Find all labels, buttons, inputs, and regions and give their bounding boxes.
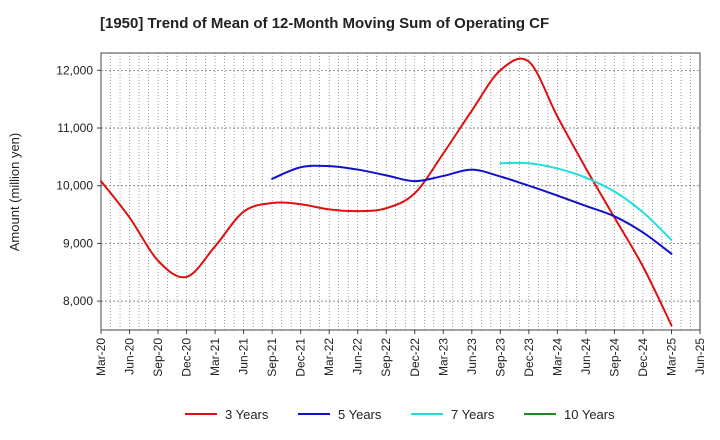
y-tick-label: 12,000 xyxy=(56,63,93,77)
x-tick-label: Sep-20 xyxy=(151,338,165,377)
x-tick-label: Jun-21 xyxy=(237,338,251,375)
x-tick-label: Sep-23 xyxy=(493,338,507,377)
x-tick-label: Mar-20 xyxy=(94,338,108,376)
x-tick-label: Mar-23 xyxy=(436,338,450,376)
plot-frame xyxy=(100,52,701,331)
legend-label-3-years: 3 Years xyxy=(225,407,269,422)
x-tick-label: Sep-21 xyxy=(265,338,279,377)
series-line-5-years xyxy=(271,164,673,255)
y-tick-label: 10,000 xyxy=(56,179,93,193)
x-tick-label: Sep-22 xyxy=(379,338,393,377)
plot-background xyxy=(101,53,700,330)
x-tick-label: Dec-20 xyxy=(180,338,194,377)
x-tick-label: Jun-22 xyxy=(351,338,365,375)
x-tick-label: Mar-21 xyxy=(208,338,222,376)
plot-area xyxy=(101,53,700,330)
y-tick-label: 8,000 xyxy=(63,294,93,308)
x-tick-label: Jun-25 xyxy=(693,338,707,375)
x-tick-label: Mar-24 xyxy=(550,338,564,376)
x-tick-label: Dec-21 xyxy=(294,338,308,377)
series-line-3-years xyxy=(100,57,673,327)
legend-label-7-years: 7 Years xyxy=(451,407,495,422)
x-tick-label: Dec-22 xyxy=(408,338,422,377)
x-tick-label: Jun-23 xyxy=(465,338,479,375)
x-tick-label: Mar-25 xyxy=(664,338,678,376)
y-tick-label: 11,000 xyxy=(57,121,93,135)
grid-lines xyxy=(101,53,700,330)
axes: 8,000 9,000 10,000 11,000 12,000 Mar-20 Jun-20… xyxy=(56,52,707,377)
x-tick-label: Mar-22 xyxy=(322,338,336,376)
x-tick-label: Dec-23 xyxy=(522,338,536,377)
legend-label-10-years: 10 Years xyxy=(564,407,615,422)
y-tick-label: 9,000 xyxy=(63,236,93,250)
chart-title: [1950] Trend of Mean of 12-Month Moving … xyxy=(100,15,549,32)
x-tick-label: Dec-24 xyxy=(636,338,650,377)
legend-label-5-years: 5 Years xyxy=(338,407,382,422)
y-axis-label: Amount (million yen) xyxy=(7,133,22,252)
x-tick-label: Jun-20 xyxy=(123,338,137,375)
x-tick-label: Jun-24 xyxy=(579,338,593,375)
x-tick-label: Sep-24 xyxy=(607,338,621,377)
series-line-7-years xyxy=(499,161,673,241)
series-lines xyxy=(100,57,673,327)
legend: 3 Years 5 Years 7 Years 10 Years xyxy=(185,407,615,422)
